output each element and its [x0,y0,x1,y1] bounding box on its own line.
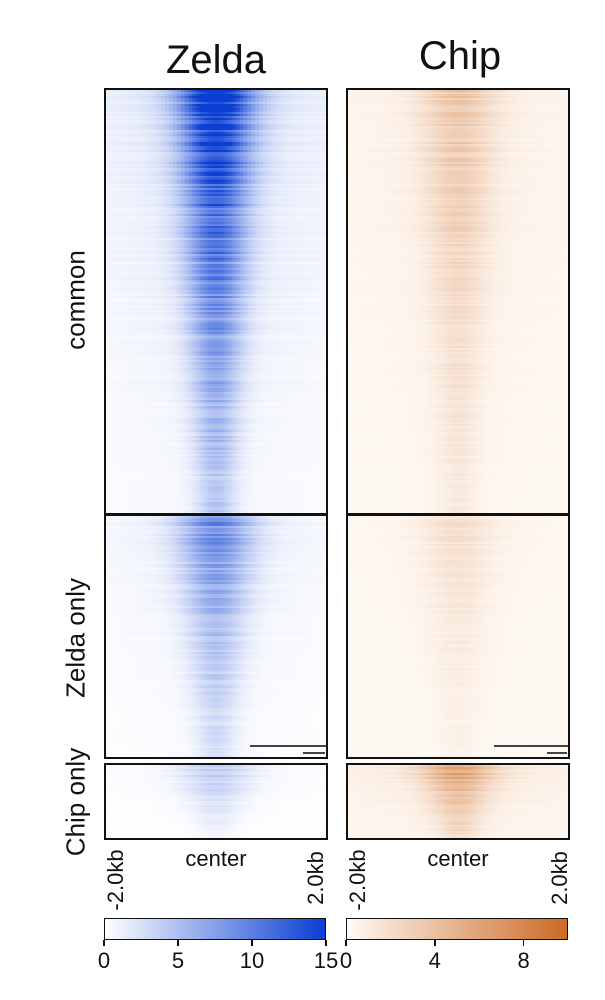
xtick-zelda-end: 2.0kb [303,851,329,905]
colorbar-tick-mark [522,940,525,946]
heatmap-svg [106,516,326,757]
colorbar-chip [346,918,568,940]
scale-bar-zelda [250,745,326,747]
colorbar-tick-mark [345,940,347,946]
heatmap-chip-chip-only [346,763,570,840]
scale-bar-zelda-short [303,752,325,754]
row-label-chip-only: Chip only [61,748,92,856]
colorbar-zelda [104,918,326,940]
scale-bar-chip [494,745,568,747]
colorbar-tick-mark [103,940,105,946]
colorbar-tick-label: 4 [429,948,441,974]
heatmap-svg [348,765,568,838]
row-label-zelda-only: Zelda only [61,578,92,698]
heatmap-svg [106,765,326,838]
colorbar-tick-label: 0 [98,948,110,974]
xtick-chip-center: center [427,846,488,872]
colorbar-tick-label: 0 [340,948,352,974]
heatmap-chip-common [346,88,570,515]
colorbar-tick-label: 10 [240,948,264,974]
xtick-chip-end: 2.0kb [547,851,573,905]
colorbar-tick-label: 15 [314,948,338,974]
heatmap-zelda-common [104,88,328,515]
xtick-zelda-center: center [185,846,246,872]
heatmap-svg [106,90,326,513]
colorbar-tick-mark [177,940,179,946]
column-title-zelda: Zelda [104,38,328,83]
heatmap-svg [348,90,568,513]
heatmap-svg [348,516,568,757]
scale-bar-chip-short [547,752,567,754]
xtick-zelda-start: -2.0kb [103,849,129,910]
xtick-chip-start: -2.0kb [345,849,371,910]
colorbar-tick-mark [251,940,253,946]
colorbar-tick-mark [434,940,436,946]
heatmap-zelda-zelda-only [104,514,328,759]
heatmap-zelda-chip-only [104,763,328,840]
row-label-common: common [61,250,92,350]
colorbar-tick-label: 8 [517,948,529,974]
colorbar-tick-mark [325,940,327,946]
column-title-chip: Chip [348,34,572,79]
heatmap-chip-zelda-only [346,514,570,759]
colorbar-tick-label: 5 [172,948,184,974]
